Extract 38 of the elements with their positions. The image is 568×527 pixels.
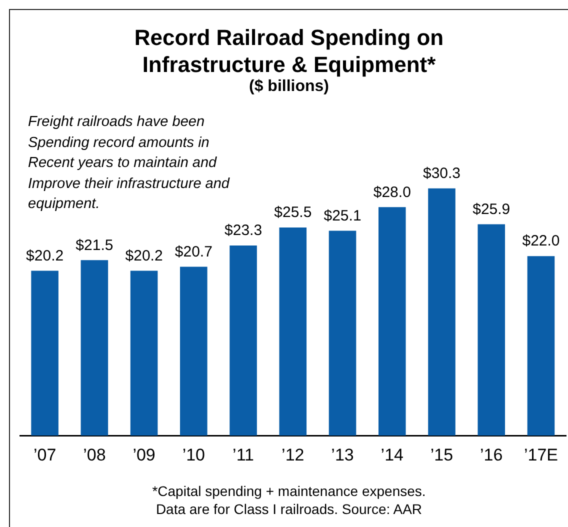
x-tick-label: ’14 [380,445,404,464]
chart-title: Record Railroad Spending on Infrastructure & Equipment* [133,24,445,78]
bar [130,270,158,436]
data-label: $25.5 [274,204,312,222]
x-tick-label: ’09 [132,445,156,464]
data-label: $28.0 [373,184,411,201]
data-label: $22.0 [522,232,560,250]
data-label: $30.3 [422,164,461,182]
bar [80,260,108,436]
data-label: $25.1 [324,207,362,224]
x-tick-label: ’13 [331,445,354,464]
bar [279,228,307,436]
bar [328,230,356,436]
bar [527,256,555,436]
x-tick-label: ’15 [430,445,454,464]
annotation: Freight railroads have been Spending record amounts in Recent years to maintain and Improve their infrastructure and equipment. [28,113,231,214]
x-tick-label: ’17E [524,445,558,464]
data-label: $25.9 [472,200,510,218]
bar [378,207,406,436]
text: *Capital spending + maintenance expenses. [152,483,426,499]
data-label: $23.3 [224,222,262,240]
x-tick-label: ’12 [282,445,304,464]
chart-subtitle: ($ billions) [248,78,330,96]
bar [31,270,58,436]
data-label: $21.5 [76,236,114,254]
text: Data are for Class I railroads. Source: AAR [156,501,422,517]
bar [180,266,208,436]
x-tick-label: ’16 [480,445,503,464]
data-label: $20.7 [174,243,212,260]
x-tick-label: ’10 [182,445,206,464]
data-label: $20.2 [125,247,163,264]
bar [478,224,506,436]
bar [428,188,456,436]
x-tick-label: ’11 [232,445,254,464]
x-tick-label: ’07 [33,445,56,464]
x-tick-label: ’08 [83,445,106,464]
bar [230,245,257,436]
data-label: $20.2 [26,247,64,264]
